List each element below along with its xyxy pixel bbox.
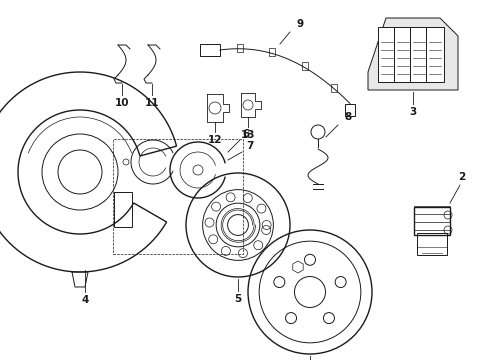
Bar xyxy=(331,84,337,92)
Text: 2: 2 xyxy=(457,172,465,182)
Text: 9: 9 xyxy=(296,19,303,29)
Bar xyxy=(425,27,443,82)
Bar xyxy=(393,27,411,82)
Text: 5: 5 xyxy=(234,294,241,304)
Bar xyxy=(268,49,274,57)
Bar xyxy=(409,27,427,82)
Bar xyxy=(345,104,354,116)
Text: 4: 4 xyxy=(81,295,88,305)
Text: 13: 13 xyxy=(240,130,255,140)
Text: 6: 6 xyxy=(242,129,249,139)
Bar xyxy=(416,233,446,255)
Bar xyxy=(377,27,395,82)
Polygon shape xyxy=(367,18,457,90)
Text: 11: 11 xyxy=(144,98,159,108)
Text: 7: 7 xyxy=(246,141,253,151)
Text: 10: 10 xyxy=(115,98,129,108)
Bar xyxy=(236,44,242,52)
Text: 3: 3 xyxy=(408,107,416,117)
Text: 12: 12 xyxy=(207,135,222,145)
Text: 8: 8 xyxy=(344,112,351,122)
Bar xyxy=(301,62,307,71)
Bar xyxy=(113,139,243,254)
Bar xyxy=(200,44,220,56)
Bar xyxy=(114,192,132,227)
